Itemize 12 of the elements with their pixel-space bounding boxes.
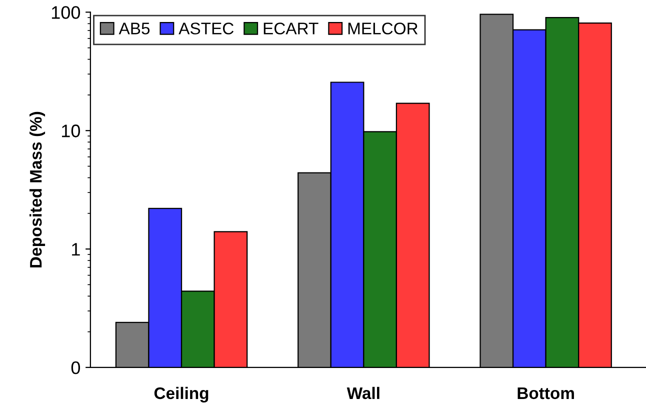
y-tick-label: 10: [62, 124, 80, 138]
x-tick-label: Wall: [346, 386, 380, 400]
legend-label: ECART: [264, 22, 318, 34]
y-tick-label: 1: [72, 243, 80, 256]
x-tick-label: Ceiling: [154, 386, 208, 402]
legend-label: MELCOR: [348, 22, 418, 34]
y-tick-label: 100: [52, 6, 80, 19]
legend-label: AB5: [118, 22, 150, 34]
legend-label: ASTEC: [178, 22, 234, 34]
y-tick-label: 0: [71, 361, 80, 374]
y-axis-title: Deposited Mass (%): [30, 112, 46, 268]
x-tick-label: Bottom: [518, 387, 574, 400]
